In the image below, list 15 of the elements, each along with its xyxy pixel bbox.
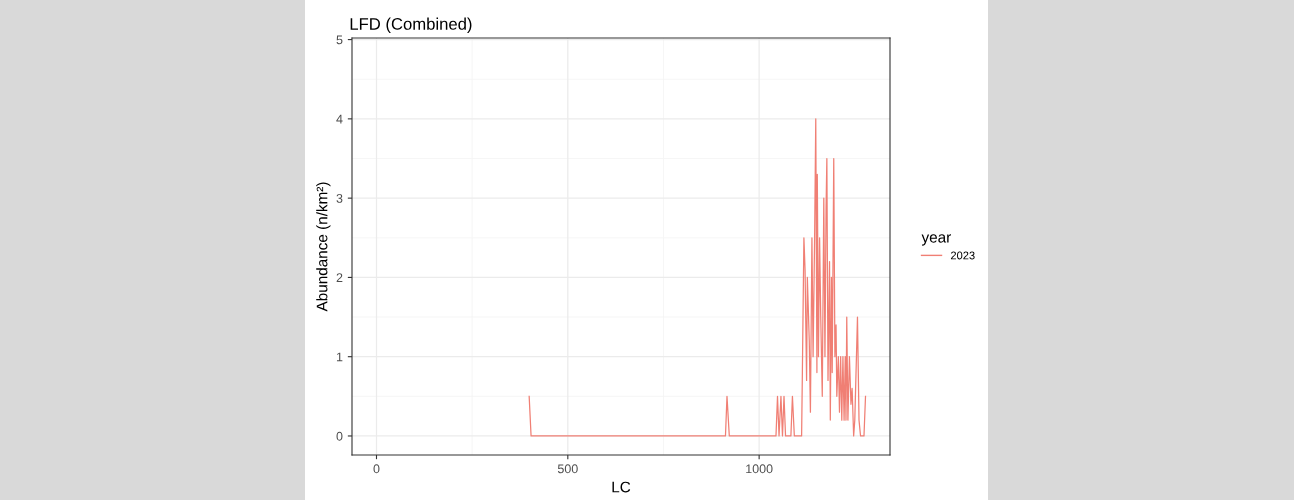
y-tick-label: 0 <box>336 431 343 441</box>
legend-title: year <box>921 234 951 246</box>
line-series <box>528 118 867 437</box>
y-tick-label: 1 <box>336 352 343 362</box>
x-tick-label: 500 <box>557 464 578 474</box>
y-tick-label: 2 <box>336 273 343 282</box>
x-tick-label: 0 <box>373 464 380 474</box>
y-tick-label: 3 <box>336 193 343 203</box>
legend-label: 2023 <box>950 251 975 260</box>
y-tick-label: 4 <box>336 114 343 124</box>
y-tick-label: 5 <box>336 35 343 45</box>
x-axis-title: LC <box>612 481 631 493</box>
y-axis-title: Abundance (n/km²) <box>316 182 331 312</box>
x-tick-label: 1000 <box>746 464 773 474</box>
chart-title: LFD (Combined) <box>350 17 472 34</box>
